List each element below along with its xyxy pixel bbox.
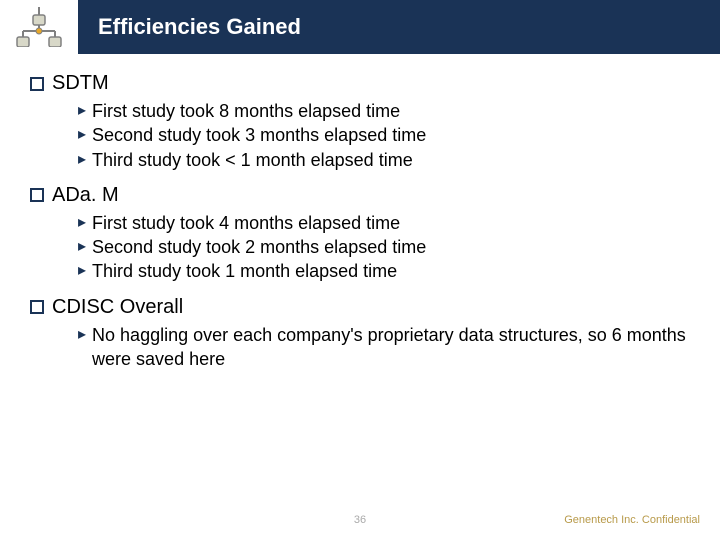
- slide-footer: 36 Genentech Inc. Confidential: [0, 514, 720, 526]
- section-heading-text: ADa. M: [52, 184, 119, 207]
- slide-title: Efficiencies Gained: [78, 0, 720, 54]
- slide-content: SDTM ▸First study took 8 months elapsed …: [0, 54, 720, 371]
- arrow-bullet-icon: ▸: [78, 323, 86, 347]
- list-item-text: First study took 8 months elapsed time: [92, 99, 400, 123]
- list-item-text: Third study took 1 month elapsed time: [92, 259, 397, 283]
- list-item: ▸First study took 4 months elapsed time: [78, 211, 690, 235]
- list-item: ▸Second study took 3 months elapsed time: [78, 123, 690, 147]
- arrow-bullet-icon: ▸: [78, 148, 86, 172]
- list-item-text: Second study took 3 months elapsed time: [92, 123, 426, 147]
- arrow-bullet-icon: ▸: [78, 259, 86, 283]
- square-bullet-icon: [30, 300, 44, 314]
- list-item-text: First study took 4 months elapsed time: [92, 211, 400, 235]
- square-bullet-icon: [30, 77, 44, 91]
- section-heading-text: CDISC Overall: [52, 296, 183, 319]
- square-bullet-icon: [30, 188, 44, 202]
- section-heading: SDTM: [30, 72, 690, 95]
- list-item-text: Third study took < 1 month elapsed time: [92, 148, 413, 172]
- page-number: 36: [354, 514, 366, 526]
- arrow-bullet-icon: ▸: [78, 99, 86, 123]
- arrow-bullet-icon: ▸: [78, 123, 86, 147]
- confidential-label: Genentech Inc. Confidential: [564, 514, 700, 526]
- arrow-bullet-icon: ▸: [78, 211, 86, 235]
- slide-header: Efficiencies Gained: [0, 0, 720, 54]
- list-item: ▸Third study took 1 month elapsed time: [78, 259, 690, 283]
- list-item-text: Second study took 2 months elapsed time: [92, 235, 426, 259]
- list-item: ▸First study took 8 months elapsed time: [78, 99, 690, 123]
- sub-list: ▸First study took 8 months elapsed time …: [30, 99, 690, 172]
- list-item: ▸No haggling over each company's proprie…: [78, 323, 690, 372]
- list-item-text: No haggling over each company's propriet…: [92, 323, 690, 372]
- list-item: ▸Second study took 2 months elapsed time: [78, 235, 690, 259]
- header-icon: [0, 0, 78, 54]
- sub-list: ▸No haggling over each company's proprie…: [30, 323, 690, 372]
- list-item: ▸Third study took < 1 month elapsed time: [78, 148, 690, 172]
- section-heading-text: SDTM: [52, 72, 109, 95]
- section-heading: CDISC Overall: [30, 296, 690, 319]
- arrow-bullet-icon: ▸: [78, 235, 86, 259]
- section-heading: ADa. M: [30, 184, 690, 207]
- sub-list: ▸First study took 4 months elapsed time …: [30, 211, 690, 284]
